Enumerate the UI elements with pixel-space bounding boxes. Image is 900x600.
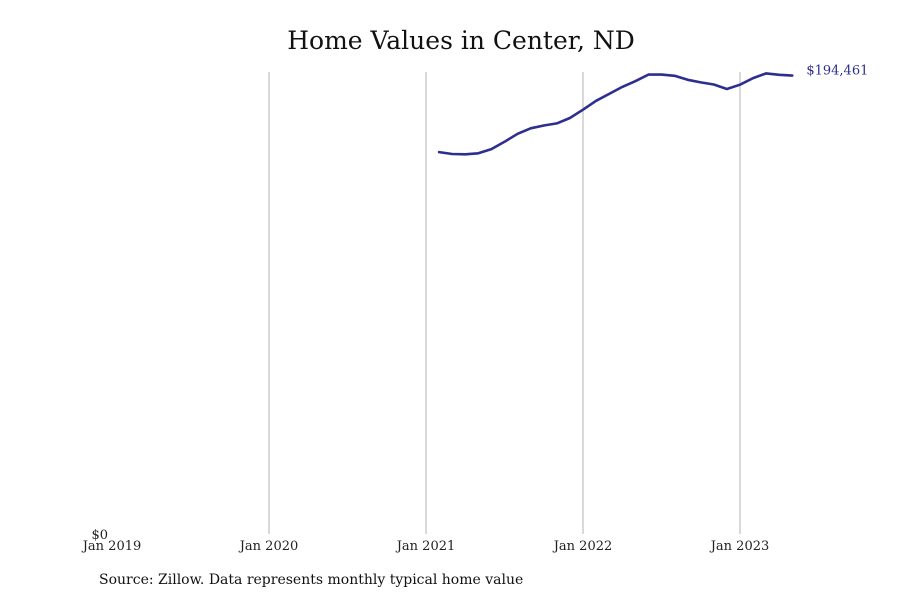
x-tick-label: Jan 2019 [81,539,142,554]
end-value-label: $194,461 [806,64,868,79]
x-tick-label: Jan 2021 [395,539,456,554]
x-tick-label: Jan 2022 [552,539,613,554]
x-tick-label: Jan 2023 [709,539,770,554]
x-tick-label: Jan 2020 [238,539,299,554]
y-tick-label: $0 [91,528,108,543]
series-line [437,72,794,156]
chart-title: Home Values in Center, ND [287,26,635,55]
chart-source-note: Source: Zillow. Data represents monthly … [99,572,524,588]
